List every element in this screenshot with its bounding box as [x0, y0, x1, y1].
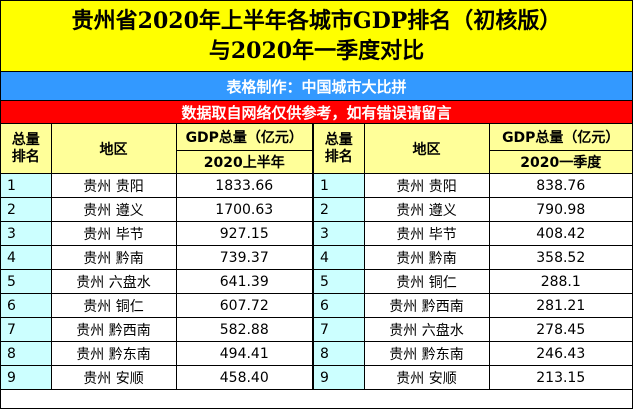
gdp-value-cell: 739.37	[175, 245, 314, 270]
region-cell: 贵州 黔西南	[50, 317, 177, 342]
table-subheader-row: 2020上半年 2020一季度	[1, 150, 632, 174]
rank-header-right: 总量 排名	[312, 124, 365, 174]
gdp-value-cell: 278.45	[488, 317, 632, 342]
gdp-value-cell: 838.76	[488, 173, 632, 198]
gdp-value-cell: 641.39	[175, 269, 314, 294]
rank-header-left: 总量 排名	[1, 124, 52, 174]
table-row: 8 贵州 黔东南 494.41 8 贵州 黔东南 246.43	[1, 341, 632, 366]
table-row: 3 贵州 毕节 927.15 3 贵州 毕节 408.42	[1, 221, 632, 246]
table-row: 5 贵州 六盘水 641.39 5 贵州 铜仁 288.1	[1, 269, 632, 294]
period-header-right: 2020一季度	[488, 150, 632, 174]
region-cell: 贵州 贵阳	[50, 173, 177, 198]
rank-cell: 7	[1, 317, 52, 342]
gdp-value-cell: 288.1	[488, 269, 632, 294]
gdp-value-cell: 1833.66	[175, 173, 314, 198]
table-row: 7 贵州 黔西南 582.88 7 贵州 六盘水 278.45	[1, 317, 632, 342]
rank-cell: 5	[1, 269, 52, 294]
page-title: 贵州省2020年上半年各城市GDP排名（初核版）	[71, 8, 562, 34]
gdp-value-cell: 790.98	[488, 197, 632, 222]
gdp-value-cell: 281.21	[488, 293, 632, 318]
table-row: 4 贵州 黔南 739.37 4 贵州 黔南 358.52	[1, 245, 632, 270]
rank-cell: 8	[312, 341, 365, 366]
rank-cell: 3	[1, 221, 52, 246]
table-row: 2 贵州 遵义 1700.63 2 贵州 遵义 790.98	[1, 197, 632, 222]
gdp-header-left: GDP总量（亿元）	[175, 124, 314, 151]
gdp-value-cell: 927.15	[175, 221, 314, 246]
gdp-value-cell: 458.40	[175, 365, 314, 390]
rank-cell: 7	[312, 317, 365, 342]
rank-cell: 9	[312, 365, 365, 390]
gdp-table: 总量 排名 地区 GDP总量（亿元） 总量 排名 地区 GDP总量（亿元） 2020…	[1, 124, 632, 390]
region-cell: 贵州 黔南	[363, 245, 490, 270]
region-cell: 贵州 遵义	[363, 197, 490, 222]
rank-cell: 6	[312, 293, 365, 318]
maker-note: 表格制作：中国城市大比拼	[1, 72, 632, 101]
rank-cell: 4	[312, 245, 365, 270]
region-header-left: 地区	[50, 124, 177, 174]
region-cell: 贵州 铜仁	[363, 269, 490, 294]
title-banner: 贵州省2020年上半年各城市GDP排名（初核版） 与2020年一季度对比	[1, 1, 632, 72]
table-header-row: 总量 排名 地区 GDP总量（亿元） 总量 排名 地区 GDP总量（亿元）	[1, 124, 632, 174]
region-cell: 贵州 黔南	[50, 245, 177, 270]
table-row: 1 贵州 贵阳 1833.66 1 贵州 贵阳 838.76	[1, 173, 632, 198]
table-row: 6 贵州 铜仁 607.72 6 贵州 黔西南 281.21	[1, 293, 632, 318]
region-cell: 贵州 六盘水	[363, 317, 490, 342]
rank-cell: 2	[1, 197, 52, 222]
rank-cell: 8	[1, 341, 52, 366]
disclaimer-banner: 数据取自网络仅供参考，如有错误请留言	[1, 101, 632, 124]
region-cell: 贵州 黔东南	[363, 341, 490, 366]
region-cell: 贵州 黔西南	[363, 293, 490, 318]
gdp-value-cell: 358.52	[488, 245, 632, 270]
rank-cell: 1	[312, 173, 365, 198]
gdp-value-cell: 408.42	[488, 221, 632, 246]
rank-cell: 1	[1, 173, 52, 198]
region-cell: 贵州 遵义	[50, 197, 177, 222]
rank-cell: 9	[1, 365, 52, 390]
gdp-value-cell: 494.41	[175, 341, 314, 366]
region-header-right: 地区	[363, 124, 490, 174]
region-cell: 贵州 铜仁	[50, 293, 177, 318]
gdp-value-cell: 213.15	[488, 365, 632, 390]
table-row: 9 贵州 安顺 458.40 9 贵州 安顺 213.15	[1, 365, 632, 390]
gdp-value-cell: 607.72	[175, 293, 314, 318]
rank-cell: 6	[1, 293, 52, 318]
rank-cell: 3	[312, 221, 365, 246]
gdp-value-cell: 246.43	[488, 341, 632, 366]
gdp-value-cell: 1700.63	[175, 197, 314, 222]
rank-cell: 2	[312, 197, 365, 222]
region-cell: 贵州 六盘水	[50, 269, 177, 294]
period-header-left: 2020上半年	[176, 150, 314, 174]
page-subtitle: 与2020年一季度对比	[208, 38, 425, 64]
region-cell: 贵州 安顺	[363, 365, 490, 390]
gdp-header-right: GDP总量（亿元）	[488, 124, 632, 151]
gdp-value-cell: 582.88	[175, 317, 314, 342]
region-cell: 贵州 贵阳	[363, 173, 490, 198]
region-cell: 贵州 毕节	[363, 221, 490, 246]
region-cell: 贵州 安顺	[50, 365, 177, 390]
region-cell: 贵州 黔东南	[50, 341, 177, 366]
region-cell: 贵州 毕节	[50, 221, 177, 246]
rank-cell: 4	[1, 245, 52, 270]
rank-cell: 5	[312, 269, 365, 294]
